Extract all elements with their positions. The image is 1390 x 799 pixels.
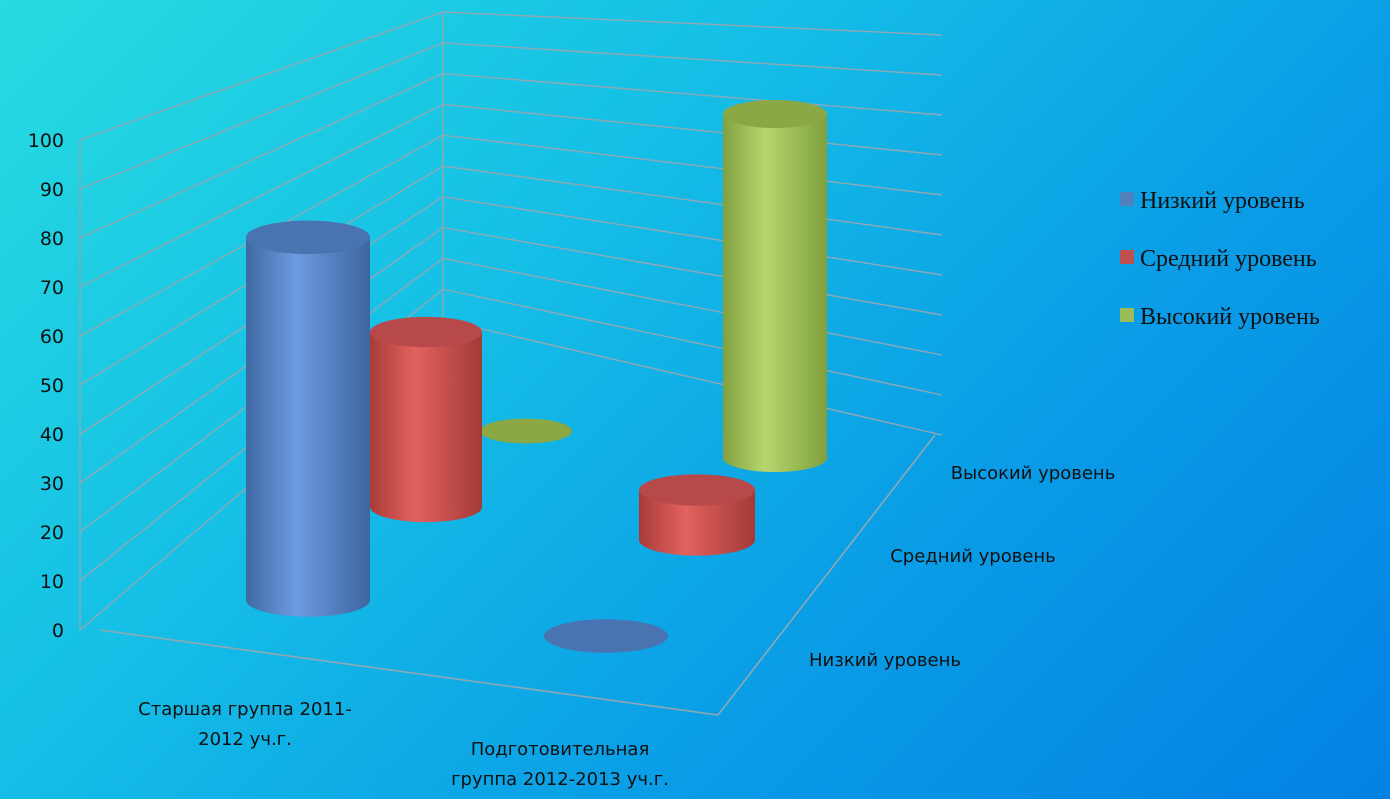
legend-swatch [1120, 250, 1134, 264]
bar-1-1 [639, 474, 755, 556]
bar-1-0 [544, 619, 668, 653]
legend-label: Средний уровень [1140, 246, 1317, 272]
y-tick-label: 100 [28, 130, 64, 152]
x-tick-label: Старшая группа 2011- [138, 699, 352, 720]
axes [79, 12, 936, 716]
y-tick-label: 0 [52, 620, 64, 642]
axis-labels: 0 10 20 30 40 50 60 70 80 90 100 Старшая группа 201… [28, 130, 1116, 790]
y-tick-label: 10 [40, 571, 64, 593]
bar-1-2 [723, 99, 827, 473]
y-tick-label: 40 [40, 424, 64, 446]
legend-label: Высокий уровень [1140, 304, 1320, 330]
depth-tick-label: Высокий уровень [951, 463, 1116, 484]
legend-swatch [1120, 192, 1134, 206]
x-tick-label: группа 2012-2013 уч.г. [451, 769, 669, 790]
bar-0-2 [480, 418, 572, 444]
y-tick-label: 20 [40, 522, 64, 544]
legend: Низкий уровень Средний уровень Высокий уро… [1120, 188, 1320, 330]
y-tick-label: 50 [40, 375, 64, 397]
bars [246, 99, 827, 653]
bar-0-1 [370, 316, 483, 523]
y-tick-label: 80 [40, 228, 64, 250]
legend-label: Низкий уровень [1140, 188, 1305, 214]
y-tick-label: 60 [40, 326, 64, 348]
bar-0-0 [246, 220, 370, 617]
depth-tick-label: Низкий уровень [809, 650, 961, 671]
legend-swatch [1120, 308, 1134, 322]
x-tick-label: Подготовительная [471, 739, 650, 760]
y-tick-label: 70 [40, 277, 64, 299]
y-tick-label: 30 [40, 473, 64, 495]
depth-tick-label: Средний уровень [890, 546, 1056, 567]
x-tick-label: 2012 уч.г. [198, 729, 292, 750]
floor-edge [99, 434, 936, 716]
y-tick-label: 90 [40, 179, 64, 201]
